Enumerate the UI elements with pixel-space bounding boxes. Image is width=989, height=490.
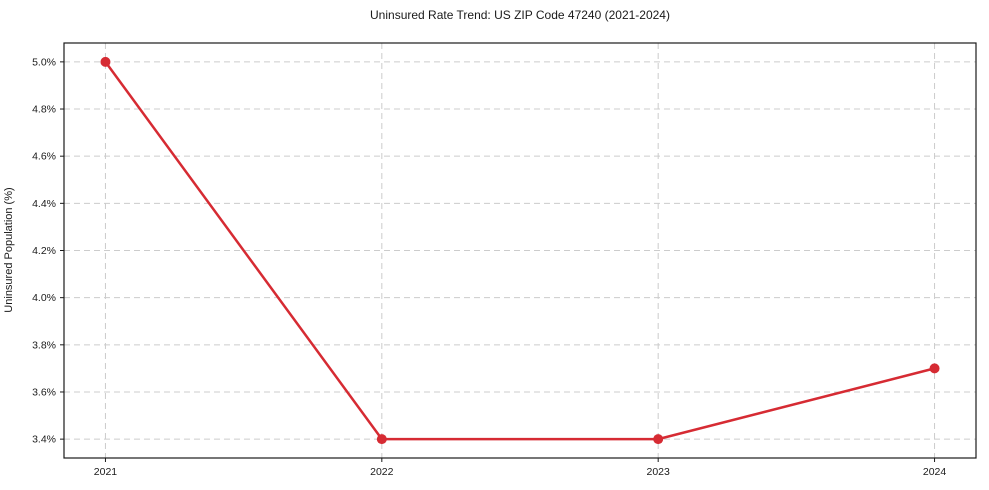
- y-tick-label: 3.4%: [32, 434, 56, 446]
- y-tick-label: 4.2%: [32, 245, 56, 257]
- y-tick-label: 4.8%: [32, 104, 56, 116]
- y-tick-label: 5.0%: [32, 56, 56, 68]
- x-tick-label: 2021: [94, 466, 118, 478]
- data-point-marker: [653, 434, 664, 445]
- y-tick-label: 4.6%: [32, 151, 56, 163]
- x-tick-label: 2022: [370, 466, 394, 478]
- data-point-marker: [376, 434, 387, 445]
- x-tick-label: 2024: [923, 466, 947, 478]
- y-tick-label: 4.4%: [32, 198, 56, 210]
- y-tick-label: 3.8%: [32, 339, 56, 351]
- data-point-marker: [929, 363, 940, 374]
- data-point-marker: [100, 56, 111, 67]
- chart-title: Uninsured Rate Trend: US ZIP Code 47240 …: [370, 8, 670, 22]
- y-tick-label: 3.6%: [32, 386, 56, 398]
- trend-line: [104, 60, 936, 441]
- y-tick-label: 4.0%: [32, 292, 56, 304]
- x-tick-label: 2023: [647, 466, 671, 478]
